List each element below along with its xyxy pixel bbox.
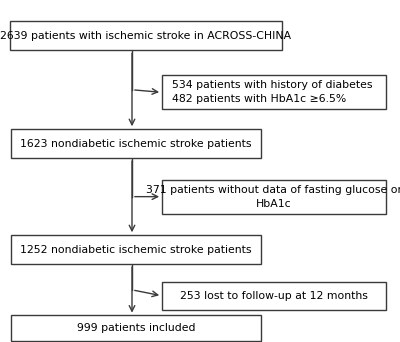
FancyBboxPatch shape (11, 315, 261, 341)
FancyBboxPatch shape (11, 235, 261, 264)
FancyBboxPatch shape (162, 282, 386, 310)
FancyBboxPatch shape (162, 180, 386, 214)
FancyBboxPatch shape (11, 129, 261, 158)
Text: 1252 nondiabetic ischemic stroke patients: 1252 nondiabetic ischemic stroke patient… (20, 245, 252, 255)
Text: 2639 patients with ischemic stroke in ACROSS-CHINA: 2639 patients with ischemic stroke in AC… (0, 31, 292, 41)
Text: 534 patients with history of diabetes
482 patients with HbA1c ≥6.5%: 534 patients with history of diabetes 48… (172, 80, 372, 104)
FancyBboxPatch shape (10, 21, 282, 51)
Text: 1623 nondiabetic ischemic stroke patients: 1623 nondiabetic ischemic stroke patient… (20, 139, 252, 149)
Text: 253 lost to follow-up at 12 months: 253 lost to follow-up at 12 months (180, 291, 368, 301)
Text: 999 patients included: 999 patients included (77, 323, 195, 333)
FancyBboxPatch shape (162, 75, 386, 109)
Text: 371 patients without data of fasting glucose or
HbA1c: 371 patients without data of fasting glu… (146, 185, 400, 209)
